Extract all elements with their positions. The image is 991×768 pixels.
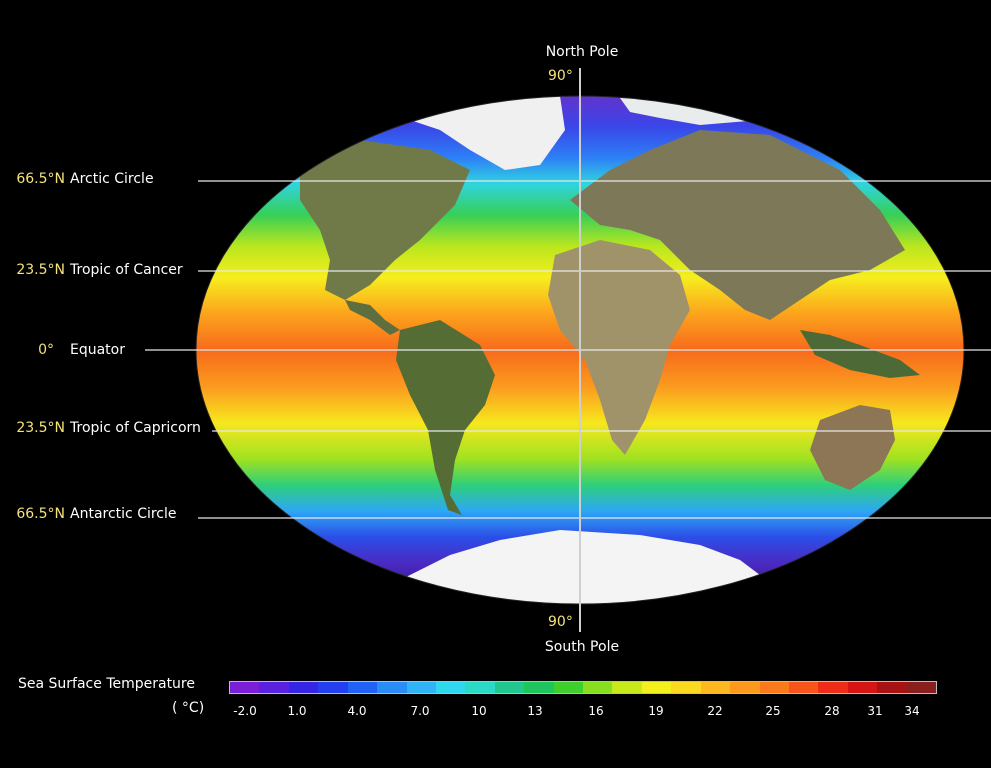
arctic-circle-label: Arctic Circle	[70, 171, 154, 187]
colorbar-tick-label: 22	[707, 704, 723, 718]
north-pole-label: North Pole	[545, 44, 619, 60]
colorbar-swatch	[700, 682, 731, 693]
colorbar-swatch	[377, 682, 407, 693]
colorbar-tick-label: 25	[765, 704, 781, 718]
colorbar-swatch	[288, 682, 319, 693]
colorbar-swatch	[435, 682, 466, 693]
colorbar-swatch	[759, 682, 790, 693]
tropic-of-cancer-label: Tropic of Cancer	[70, 262, 183, 278]
colorbar-tick-label: 1.0	[287, 704, 307, 718]
legend-unit: ( °C)	[172, 700, 205, 716]
colorbar-tick-label: 7.0	[410, 704, 430, 718]
equator-value: 0°	[38, 342, 54, 358]
colorbar-swatch	[877, 682, 907, 693]
colorbar-swatch	[671, 682, 701, 693]
colorbar-tick-label: 4.0	[347, 704, 367, 718]
colorbar-swatch	[818, 682, 848, 693]
eurasia-land	[570, 130, 905, 320]
south-pole-degree: 90°	[548, 614, 573, 630]
tropic-of-cancer-value: 23.5°N	[16, 262, 65, 278]
colorbar-swatch	[318, 682, 348, 693]
colorbar-swatch	[553, 682, 584, 693]
colorbar-swatch	[612, 682, 642, 693]
colorbar-swatch	[730, 682, 760, 693]
colorbar-swatch	[230, 682, 260, 693]
tropic-of-capricorn-value: 23.5°N	[16, 420, 65, 436]
central-america-land	[345, 300, 400, 335]
colorbar-tick-label: 19	[648, 704, 664, 718]
colorbar-tick-label: 31	[867, 704, 883, 718]
temperature-colorbar	[229, 681, 937, 694]
colorbar-swatch	[465, 682, 495, 693]
south-pole-label: South Pole	[544, 639, 620, 655]
colorbar-tick-label: -2.0	[233, 704, 257, 718]
colorbar-tick-label: 13	[527, 704, 543, 718]
colorbar-tick-label: 28	[824, 704, 840, 718]
colorbar-tick-label: 34	[904, 704, 920, 718]
colorbar-swatch	[347, 682, 378, 693]
colorbar-swatch	[906, 682, 937, 693]
colorbar-tick-label: 16	[588, 704, 604, 718]
indonesia-islands	[800, 330, 920, 378]
tropic-of-capricorn-label: Tropic of Capricorn	[70, 420, 201, 436]
colorbar-swatch	[789, 682, 819, 693]
colorbar-swatch	[524, 682, 554, 693]
colorbar-swatch	[641, 682, 672, 693]
colorbar-swatch	[583, 682, 613, 693]
africa-land	[548, 240, 690, 455]
australia-land	[810, 405, 895, 490]
north-pole-degree: 90°	[548, 68, 573, 84]
colorbar-swatch	[406, 682, 436, 693]
colorbar-tick-label: 10	[471, 704, 487, 718]
south-america-land	[396, 320, 495, 515]
colorbar-swatch	[494, 682, 525, 693]
antarctic-circle-value: 66.5°N	[16, 506, 65, 522]
antarctic-circle-label: Antarctic Circle	[70, 506, 177, 522]
colorbar-swatch	[847, 682, 878, 693]
colorbar-swatch	[259, 682, 289, 693]
legend-title: Sea Surface Temperature	[18, 676, 195, 692]
arctic-circle-value: 66.5°N	[16, 171, 65, 187]
north-america-land	[300, 140, 470, 300]
equator-label: Equator	[70, 342, 125, 358]
